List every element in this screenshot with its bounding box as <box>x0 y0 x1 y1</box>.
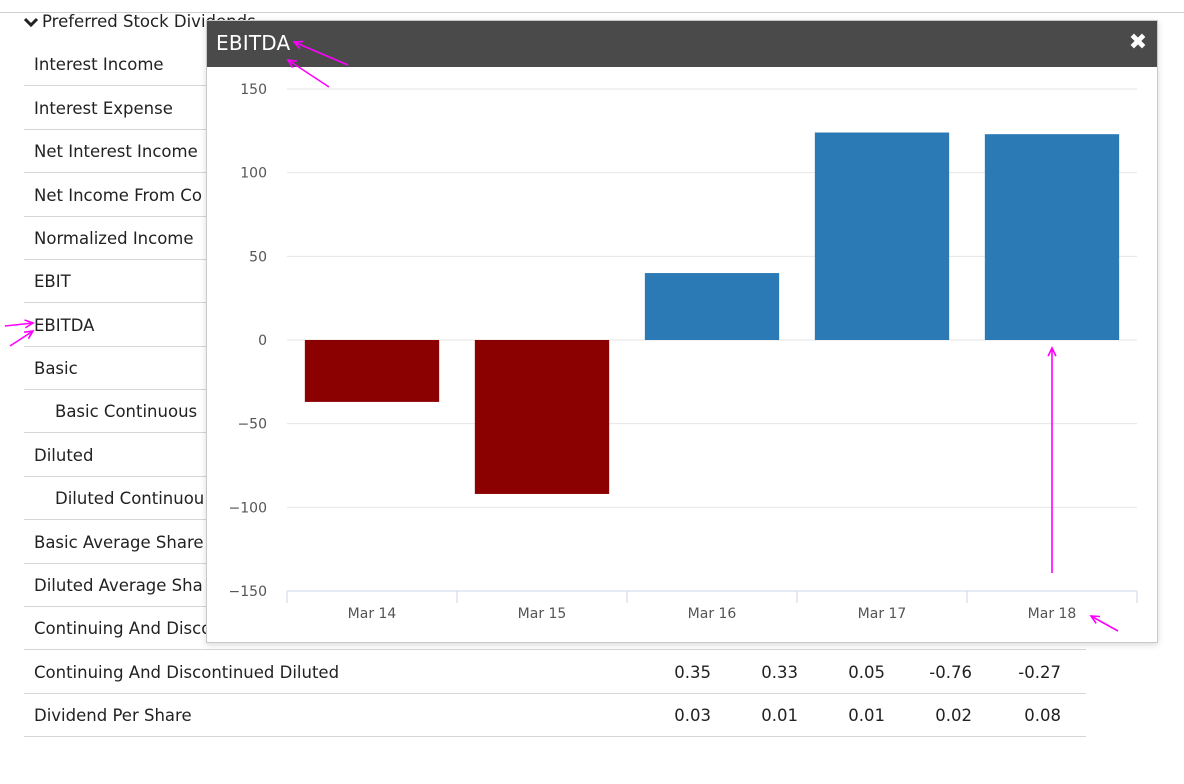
row-label: Net Income From Co <box>34 174 202 217</box>
row-label: EBIT <box>34 260 71 303</box>
table-row: Continuing And Disco <box>24 607 1086 650</box>
table-cell: -0.27 <box>1018 663 1061 682</box>
row-label-text: Diluted <box>34 446 94 465</box>
y-tick-label: −100 <box>229 500 267 516</box>
row-label: Normalized Income <box>34 217 194 260</box>
x-tick-label: Mar 14 <box>348 606 397 622</box>
table-row: Dividend Per Share 0.03 0.01 0.01 0.02 0.08 <box>24 694 1086 737</box>
row-label: Interest Income <box>34 43 164 86</box>
table-cell: 0.33 <box>761 663 798 682</box>
modal-header: EBITDA ✖ <box>207 21 1157 67</box>
y-tick-label: 150 <box>240 82 267 98</box>
row-label-text: EBITDA <box>34 316 95 335</box>
bar[interactable] <box>984 134 1120 340</box>
table-cell: 0.03 <box>674 706 711 725</box>
row-label-text: Diluted Average Sha <box>34 576 203 595</box>
x-tick-label: Mar 17 <box>858 606 907 622</box>
row-label-text: Basic Average Share <box>34 533 204 552</box>
row-label: Preferred Stock Dividends <box>23 0 256 46</box>
bar[interactable] <box>304 340 440 402</box>
bar[interactable] <box>644 273 780 340</box>
chevron-down-icon[interactable] <box>23 2 39 46</box>
x-tick-label: Mar 16 <box>688 606 737 622</box>
row-label-text: Normalized Income <box>34 229 194 248</box>
row-label: Continuing And Discontinued Diluted <box>34 651 339 694</box>
row-label-text: Net Income From Co <box>34 186 202 205</box>
top-divider <box>0 12 1184 13</box>
table-row[interactable]: Preferred Stock Dividends <box>23 0 1086 35</box>
table-cell: -0.76 <box>929 663 972 682</box>
table-cell: 0.35 <box>674 663 711 682</box>
row-label-text: Basic <box>34 359 78 378</box>
row-label-text: EBIT <box>34 272 71 291</box>
x-tick-label: Mar 15 <box>518 606 567 622</box>
bar[interactable] <box>474 340 610 494</box>
row-label: EBITDA <box>34 304 94 347</box>
y-tick-label: 100 <box>240 166 267 182</box>
row-label: Diluted Average Sha <box>34 564 203 607</box>
chart-modal: EBITDA ✖ 150 100 50 0 −50 −100 −150 Mar 14 Mar 1… <box>206 20 1158 643</box>
row-label: Interest Expense <box>34 87 173 130</box>
y-tick-label: −150 <box>229 584 267 600</box>
ebitda-bar-chart: 150 100 50 0 −50 −100 −150 Mar 14 Mar 15 Mar 16 Ma… <box>229 82 1138 622</box>
table-cell: 0.05 <box>848 663 885 682</box>
row-label: Diluted Continuou <box>55 477 204 520</box>
row-label: Dividend Per Share <box>34 694 192 737</box>
modal-title: EBITDA <box>216 31 291 55</box>
row-label-text: Continuing And Disco <box>34 619 212 638</box>
y-tick-label: 50 <box>249 249 267 265</box>
row-label-text: Preferred Stock Dividends <box>42 12 256 31</box>
table-cell: 0.01 <box>761 706 798 725</box>
row-label: Diluted <box>34 434 93 477</box>
row-label-text: Continuing And Discontinued Diluted <box>34 663 340 682</box>
row-label: Continuing And Disco <box>34 607 211 650</box>
y-tick-label: 0 <box>258 333 267 349</box>
y-tick-label: −50 <box>237 417 267 433</box>
row-label: Basic Average Share <box>34 521 204 564</box>
row-label-text: Basic Continuous <box>55 402 198 421</box>
close-icon[interactable]: ✖ <box>1128 30 1148 55</box>
row-label-text: Diluted Continuou <box>55 489 205 508</box>
table-row: Continuing And Discontinued Diluted 0.35 0… <box>24 651 1086 694</box>
row-label-text: Net Interest Income <box>34 142 198 161</box>
row-label-text: Interest Income <box>34 55 164 74</box>
row-label: Basic Continuous <box>55 390 197 433</box>
bar[interactable] <box>814 132 950 340</box>
table-cell: 0.01 <box>848 706 885 725</box>
table-cell: 0.02 <box>935 706 972 725</box>
row-label-text: Interest Expense <box>34 99 173 118</box>
table-cell: 0.08 <box>1024 706 1061 725</box>
x-tick-label: Mar 18 <box>1028 606 1077 622</box>
row-label: Net Interest Income <box>34 130 198 173</box>
row-label: Basic <box>34 347 78 390</box>
row-label-text: Dividend Per Share <box>34 706 192 725</box>
